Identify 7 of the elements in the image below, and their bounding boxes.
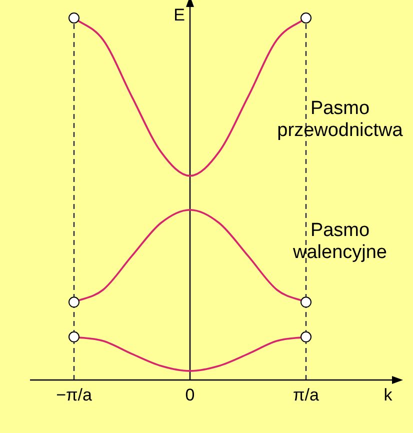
y-axis-title: E [174,6,185,25]
x-tick-label: π/a [293,386,320,405]
x-axis-title: k [384,386,393,405]
x-tick-label: 0 [185,386,195,405]
annotation: Pasmo przewodnictwa [277,98,404,142]
x-tick-label: −π/a [56,386,92,405]
annotation: Pasmo walencyjne [292,220,387,264]
